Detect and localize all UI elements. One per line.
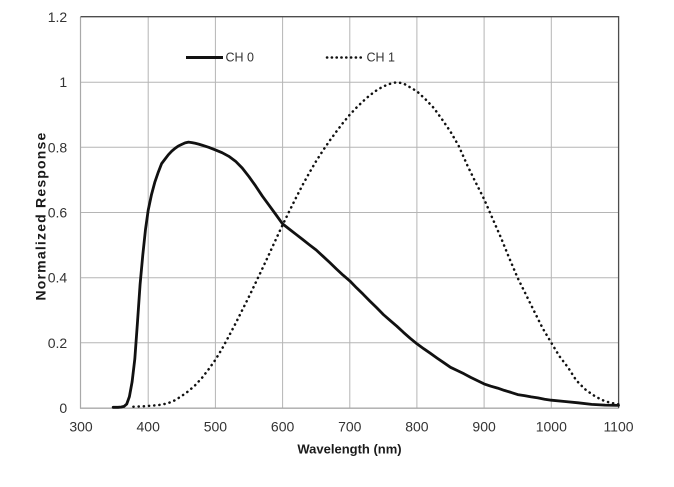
svg-text:1100: 1100 [603,419,633,435]
svg-text:600: 600 [271,419,295,435]
svg-text:500: 500 [204,419,228,435]
svg-text:0: 0 [59,400,67,416]
svg-text:300: 300 [69,419,93,435]
svg-text:900: 900 [472,419,496,435]
svg-text:Normalized Response: Normalized Response [33,131,49,300]
svg-text:Wavelength (nm): Wavelength (nm) [297,442,401,457]
svg-text:1000: 1000 [536,419,567,435]
svg-text:400: 400 [137,419,161,435]
svg-text:1: 1 [59,74,67,90]
svg-text:700: 700 [338,419,362,435]
svg-text:1.2: 1.2 [48,9,68,25]
svg-text:0.8: 0.8 [48,139,68,155]
svg-text:0.2: 0.2 [48,335,68,351]
svg-text:0.4: 0.4 [48,270,68,286]
svg-text:0.6: 0.6 [48,205,68,221]
svg-text:CH 1: CH 1 [367,51,396,65]
svg-text:CH 0: CH 0 [226,51,255,65]
svg-text:800: 800 [405,419,429,435]
